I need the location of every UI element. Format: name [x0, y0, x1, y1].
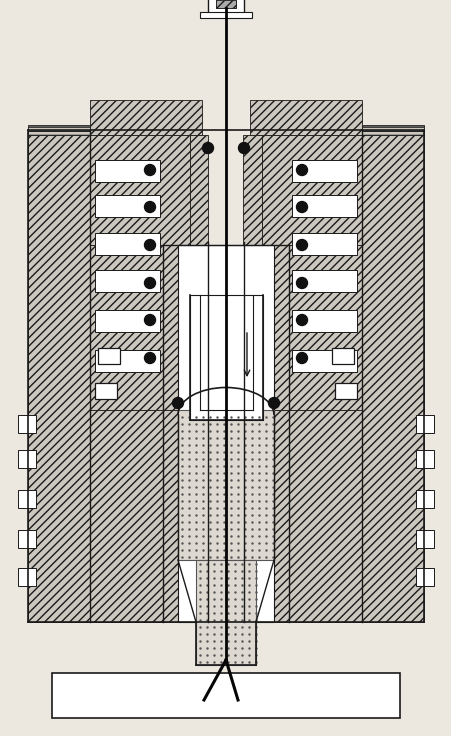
Circle shape: [296, 239, 308, 250]
Bar: [190, 295, 263, 420]
Circle shape: [202, 143, 213, 154]
Bar: [416, 490, 434, 508]
Bar: [52, 673, 400, 718]
Bar: [416, 450, 434, 468]
Bar: [292, 195, 357, 217]
Circle shape: [239, 143, 249, 154]
Bar: [243, 135, 262, 245]
Bar: [28, 125, 424, 625]
Bar: [289, 245, 362, 410]
Circle shape: [296, 277, 308, 289]
Bar: [95, 350, 160, 372]
Bar: [163, 245, 178, 410]
Bar: [178, 245, 274, 622]
Bar: [18, 415, 36, 433]
Bar: [98, 348, 120, 364]
Circle shape: [296, 353, 308, 364]
Bar: [196, 560, 256, 665]
Bar: [262, 135, 362, 245]
Bar: [95, 310, 160, 332]
Bar: [292, 160, 357, 182]
Circle shape: [268, 397, 280, 408]
Circle shape: [144, 239, 156, 250]
Circle shape: [296, 165, 308, 175]
Bar: [95, 233, 160, 255]
Bar: [292, 270, 357, 292]
Bar: [289, 410, 362, 622]
Bar: [90, 135, 190, 245]
Bar: [18, 490, 36, 508]
Bar: [362, 125, 424, 135]
Circle shape: [296, 202, 308, 213]
Bar: [292, 310, 357, 332]
Bar: [90, 245, 163, 410]
Bar: [292, 350, 357, 372]
Circle shape: [144, 314, 156, 325]
Circle shape: [296, 314, 308, 325]
Bar: [163, 410, 178, 622]
Circle shape: [144, 353, 156, 364]
Bar: [208, 0, 244, 14]
Circle shape: [172, 397, 184, 408]
Bar: [90, 410, 163, 622]
Polygon shape: [28, 130, 90, 622]
Circle shape: [144, 202, 156, 213]
Bar: [178, 410, 274, 560]
Bar: [416, 568, 434, 586]
Bar: [273, 410, 289, 622]
Bar: [416, 530, 434, 548]
Circle shape: [144, 165, 156, 175]
Bar: [273, 245, 289, 410]
Bar: [190, 135, 208, 245]
Bar: [18, 450, 36, 468]
Bar: [90, 100, 202, 135]
Bar: [95, 195, 160, 217]
Bar: [95, 383, 117, 399]
Bar: [416, 415, 434, 433]
Bar: [292, 233, 357, 255]
Bar: [250, 100, 362, 135]
Bar: [335, 383, 357, 399]
Polygon shape: [362, 130, 424, 622]
Bar: [216, 0, 236, 8]
Bar: [95, 160, 160, 182]
Bar: [18, 568, 36, 586]
Bar: [216, 0, 236, 8]
Bar: [332, 348, 354, 364]
Circle shape: [144, 277, 156, 289]
Bar: [28, 125, 90, 135]
Bar: [18, 530, 36, 548]
Bar: [95, 270, 160, 292]
Bar: [200, 12, 252, 18]
